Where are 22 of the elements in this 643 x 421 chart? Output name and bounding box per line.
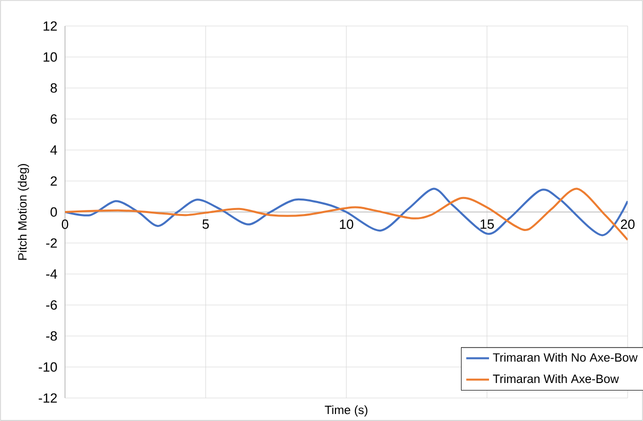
y-tick-label: 6 (50, 114, 57, 124)
legend-label: Trimaran With Axe-Bow (492, 374, 619, 384)
x-axis-title: Time (s) (324, 405, 368, 417)
x-tick-label: 0 (62, 220, 68, 229)
y-tick-label: 8 (50, 83, 57, 93)
y-tick-label: 2 (50, 176, 57, 186)
y-tick-label: -2 (46, 238, 57, 248)
y-tick-label: 4 (50, 145, 58, 155)
x-tick-label: 5 (202, 220, 209, 229)
y-tick-label: 10 (44, 52, 57, 62)
legend-label: Trimaran With No Axe-Bow (492, 352, 638, 362)
x-tick-label: 20 (620, 220, 635, 229)
x-tick-label: 15 (480, 220, 494, 229)
y-tick-label: 0 (50, 207, 57, 217)
y-tick-label: -4 (46, 269, 58, 279)
y-tick-label: -12 (38, 393, 57, 403)
y-tick-label: -8 (46, 331, 57, 341)
y-axis-title: Pitch Motion (deg) (18, 164, 30, 260)
y-tick-label: 12 (44, 21, 57, 31)
x-tick-label: 10 (340, 220, 354, 229)
y-tick-label: -6 (46, 300, 57, 310)
y-tick-label: -10 (38, 362, 57, 372)
